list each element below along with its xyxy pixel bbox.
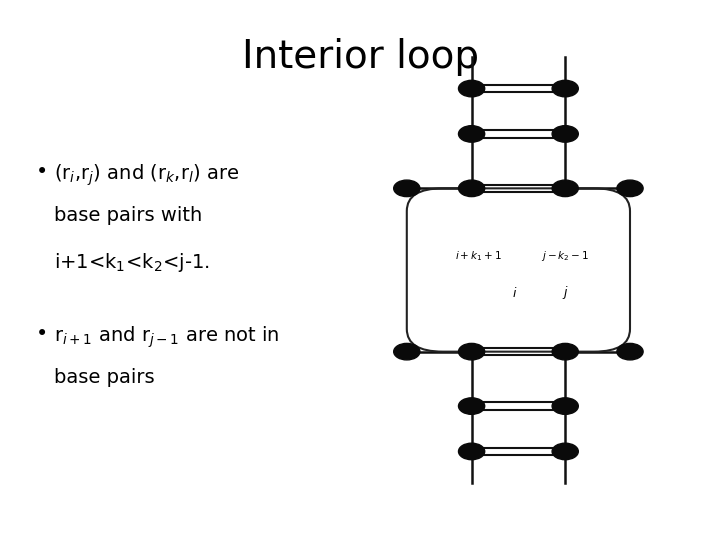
Text: (r$_i$,r$_j$) and (r$_k$,r$_l$) are: (r$_i$,r$_j$) and (r$_k$,r$_l$) are [54, 162, 239, 187]
Circle shape [459, 80, 485, 97]
Circle shape [459, 443, 485, 460]
Text: Interior loop: Interior loop [241, 38, 479, 76]
Text: $i + k_1 + 1$: $i + k_1 + 1$ [455, 249, 503, 264]
Circle shape [552, 343, 578, 360]
Circle shape [552, 80, 578, 97]
Text: i+1<k$_1$<k$_2$<j-1.: i+1<k$_1$<k$_2$<j-1. [54, 251, 210, 274]
Circle shape [459, 398, 485, 414]
Text: $j$: $j$ [562, 284, 569, 301]
Text: $j - k_2 - 1$: $j - k_2 - 1$ [541, 249, 589, 264]
Circle shape [459, 180, 485, 197]
Circle shape [552, 180, 578, 197]
Text: base pairs: base pairs [54, 368, 155, 387]
Circle shape [617, 180, 643, 197]
Circle shape [552, 398, 578, 414]
Text: base pairs with: base pairs with [54, 206, 202, 225]
Circle shape [552, 443, 578, 460]
Circle shape [459, 343, 485, 360]
Text: r$_{i+1}$ and r$_{j-1}$ are not in: r$_{i+1}$ and r$_{j-1}$ are not in [54, 324, 279, 349]
Circle shape [459, 126, 485, 142]
Circle shape [394, 343, 420, 360]
Text: $i$: $i$ [512, 286, 518, 300]
Circle shape [617, 343, 643, 360]
Circle shape [552, 126, 578, 142]
Text: •: • [36, 324, 48, 344]
Circle shape [394, 180, 420, 197]
Text: •: • [36, 162, 48, 182]
